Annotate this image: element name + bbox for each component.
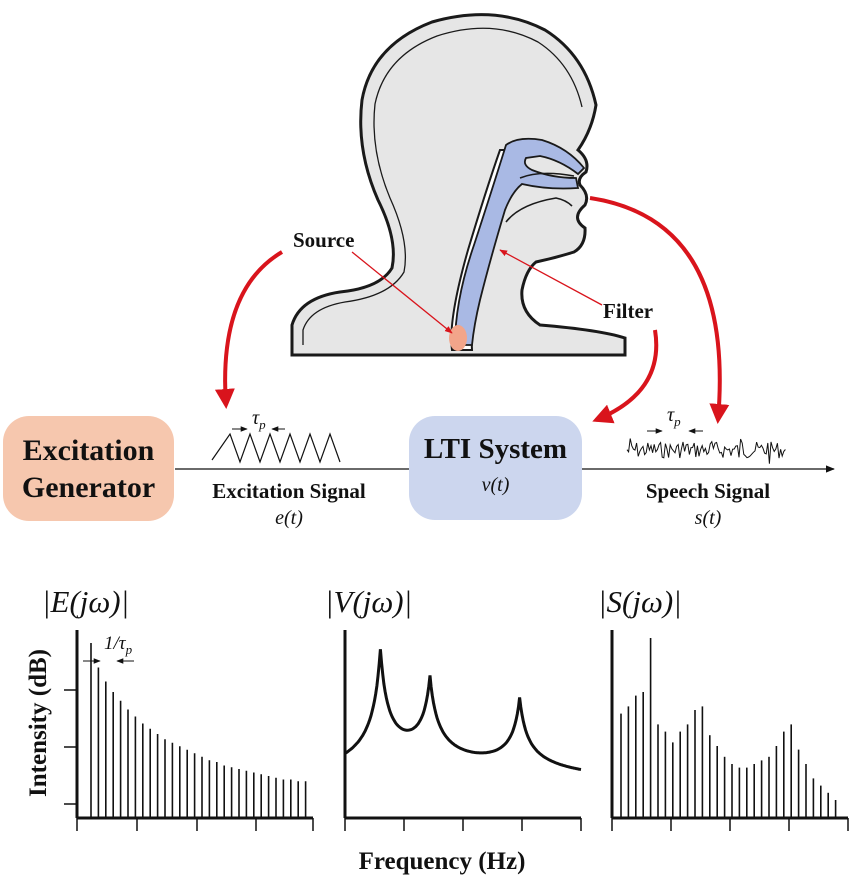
filter-label: Filter	[603, 299, 653, 323]
source-to-generator-arrow	[214, 250, 284, 409]
x-axis-label: Frequency (Hz)	[359, 848, 526, 875]
spectrum-e-title: |E(jω)|	[42, 584, 129, 619]
spectrum-s-title: |S(jω)|	[598, 584, 682, 619]
speech-waveform	[626, 438, 786, 464]
excitation-period-marker: τp	[232, 407, 285, 432]
oral-cavity	[519, 172, 575, 179]
excitation-signal-label: Excitation Signal	[212, 479, 366, 503]
filter-to-lti-arrow	[592, 329, 659, 424]
harmonic-spacing-marker: 1/τp	[83, 633, 134, 664]
lti-system-box: LTI System v(t)	[409, 416, 582, 520]
spectrum-v-title: |V(jω)|	[325, 584, 412, 619]
source-glottis	[449, 325, 467, 351]
excitation-tau-label: τp	[252, 407, 266, 432]
excitation-generator-box: Excitation Generator	[3, 416, 174, 521]
speech-period-marker: τp	[647, 404, 703, 434]
generator-label-line1: Excitation	[22, 433, 155, 467]
excitation-spectrum-plot: 1/τp	[64, 630, 314, 831]
filter-response-curve	[344, 649, 582, 771]
head-outline	[290, 13, 627, 357]
vocal-tract	[454, 137, 586, 346]
lti-system-label: LTI System	[423, 433, 568, 465]
speech-signal-label: Speech Signal	[646, 479, 770, 503]
source-pointer	[351, 251, 453, 334]
head-inner-outline	[302, 27, 583, 345]
inv-tau-label: 1/τp	[104, 633, 133, 657]
filter-spectrum-plot	[343, 630, 582, 831]
excitation-signal-symbol: e(t)	[275, 507, 303, 529]
lti-system-symbol: v(t)	[481, 474, 510, 496]
y-axis-label: Intensity (dB)	[25, 649, 52, 797]
speech-spectrum-plot	[610, 630, 849, 831]
source-label: Source	[293, 228, 354, 252]
excitation-waveform	[211, 432, 341, 464]
generator-label-line2: Generator	[21, 470, 156, 504]
filter-pointer	[499, 249, 603, 306]
mouth-to-speech-arrow	[589, 196, 730, 424]
speech-tau-label: τp	[667, 404, 681, 429]
jaw-line	[505, 197, 573, 223]
speech-signal-symbol: s(t)	[695, 507, 722, 529]
head-illustration	[290, 13, 627, 357]
